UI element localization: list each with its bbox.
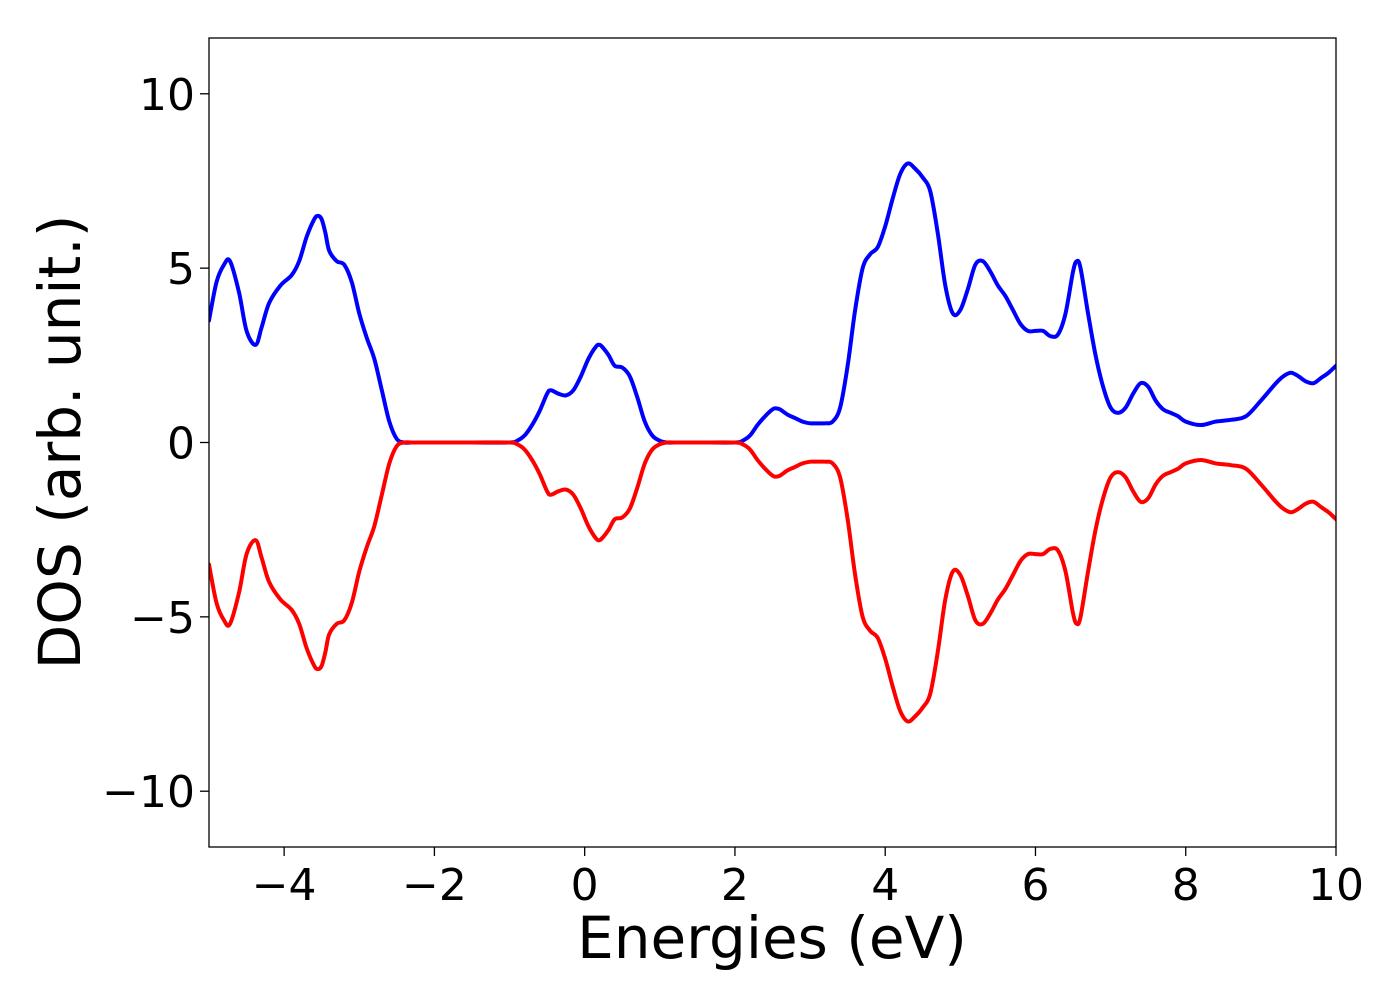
x-axis: −4 −2 0 2 4 6 8 10	[252, 847, 1364, 911]
y-axis: −10 −5 0 5 10	[102, 70, 209, 818]
x-tick-label: −4	[252, 860, 317, 911]
x-tick-label: −2	[402, 860, 467, 911]
x-tick-label: 8	[1172, 860, 1200, 911]
x-axis-title: Energies (eV)	[577, 904, 967, 972]
y-tick-label: 5	[167, 244, 195, 295]
x-tick-label: 4	[871, 860, 899, 911]
plot-background	[209, 38, 1336, 847]
y-tick-label: 0	[167, 419, 195, 470]
x-tick-label: 2	[721, 860, 749, 911]
y-tick-label: −5	[130, 593, 195, 644]
y-tick-label: 10	[139, 70, 195, 121]
series-line-2	[209, 440, 1336, 724]
x-tick-label: 10	[1308, 860, 1364, 911]
x-tick-label: 0	[571, 860, 599, 911]
y-tick-label: −10	[102, 767, 195, 818]
series-line-1	[209, 161, 1336, 445]
y-axis-title: DOS (arb. unit.)	[26, 215, 94, 670]
series-layer	[209, 161, 1336, 724]
x-tick-label: 6	[1021, 860, 1049, 911]
